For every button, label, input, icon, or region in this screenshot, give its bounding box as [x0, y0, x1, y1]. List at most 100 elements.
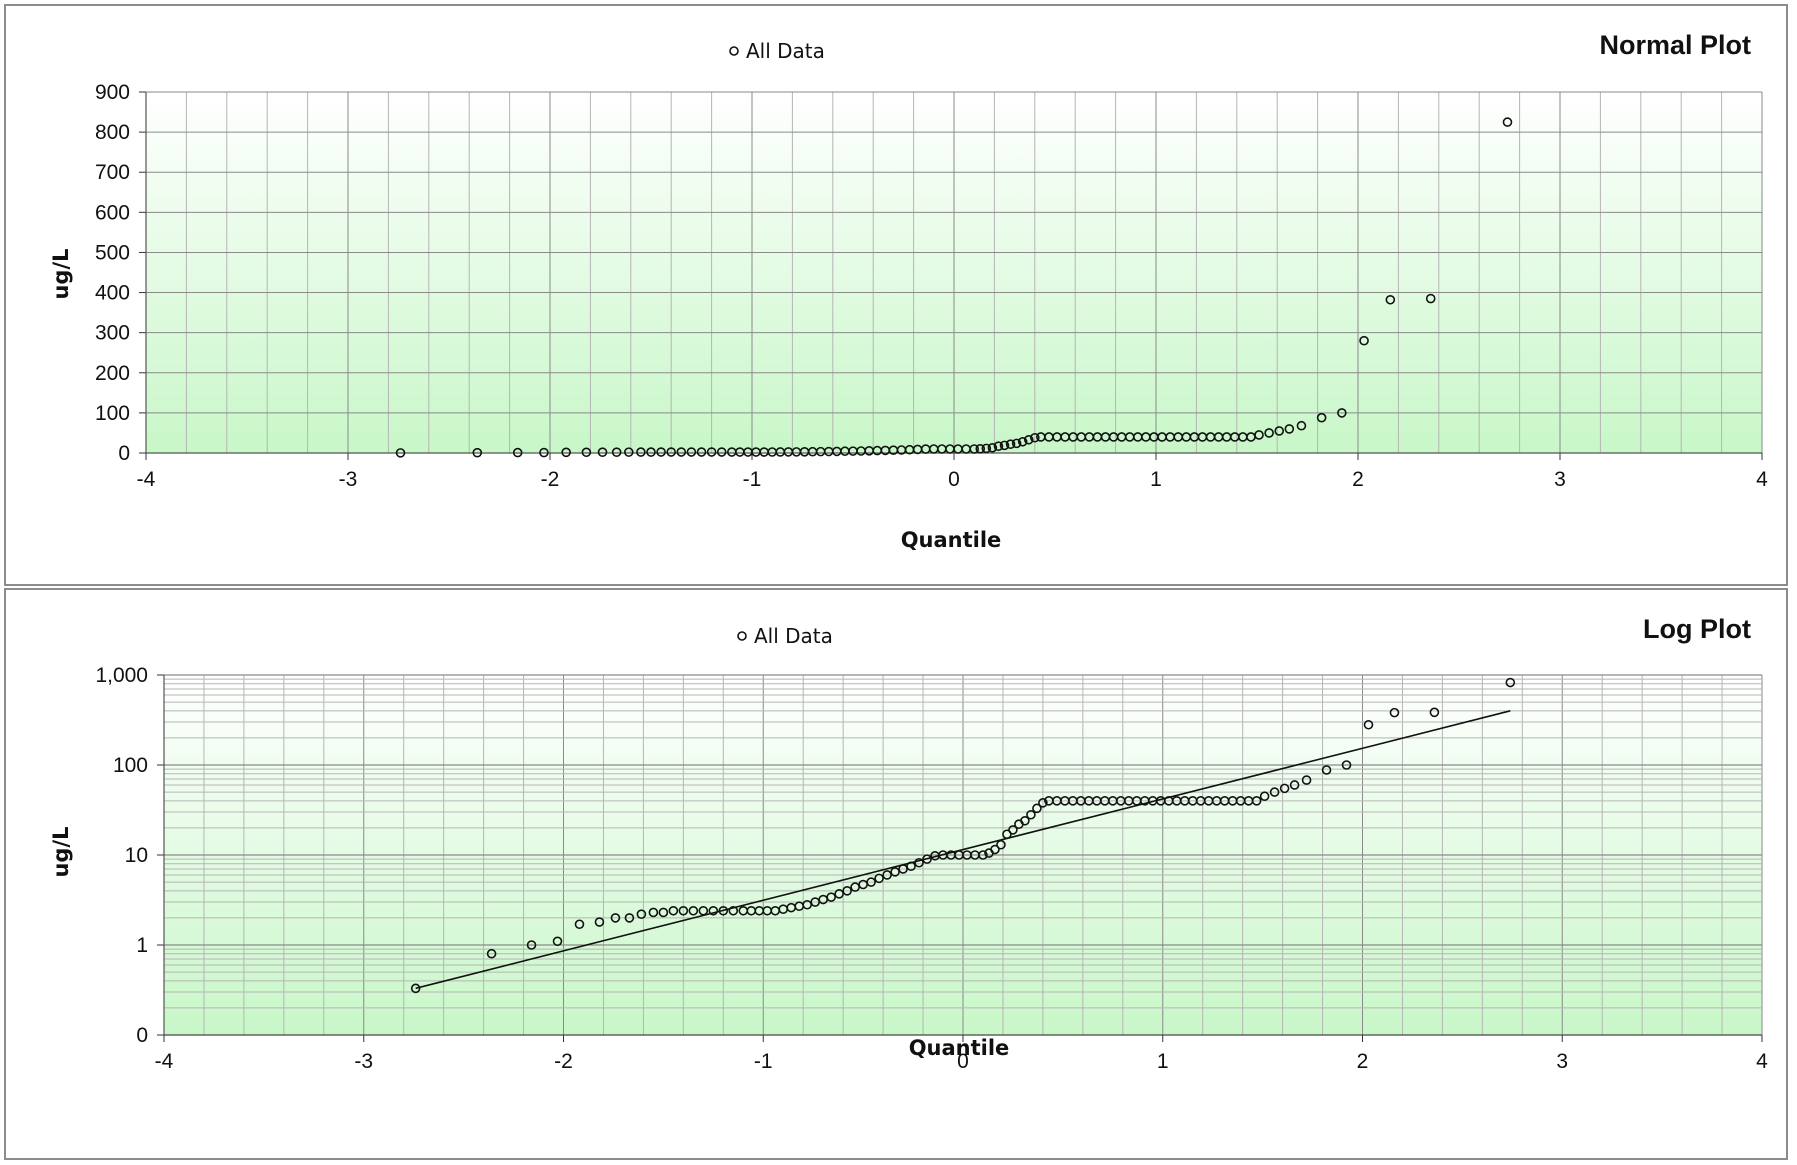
y-tick-label: 400 [95, 282, 130, 305]
data-point [410, 983, 421, 994]
log-plot-chart: 0 1 10 100 1,000 -4 -3 -2 -1 0 1 2 3 4 Log Plot All D… [49, 614, 1768, 1073]
data-point [1279, 783, 1290, 794]
data-point [993, 441, 1004, 451]
data-point [1023, 434, 1034, 445]
data-point [890, 867, 900, 877]
data-point [611, 447, 622, 457]
data-point [594, 917, 605, 927]
y-axis-title: ug/L [49, 248, 73, 299]
y-tick-label: 100 [113, 754, 148, 777]
data-point [1030, 432, 1040, 443]
data-point [1321, 765, 1332, 775]
data-point [1337, 408, 1347, 418]
chart-title: Normal Plot [1599, 30, 1751, 60]
data-point [395, 448, 406, 458]
y-tick-label: 1 [136, 934, 148, 957]
data-point [1254, 430, 1264, 440]
data-point [1385, 294, 1396, 305]
data-point [1289, 780, 1300, 790]
data-point [1251, 796, 1262, 806]
y-tick-label: 10 [125, 844, 148, 867]
x-tick-label: 3 [1556, 1050, 1568, 1073]
y-tick-label: 700 [95, 161, 130, 184]
x-tick-label: -4 [137, 468, 156, 491]
data-point [1038, 798, 1048, 808]
x-tick-label: -1 [743, 468, 762, 491]
data-point [708, 905, 719, 916]
data-point [552, 936, 563, 947]
data-point [1026, 809, 1036, 820]
data-point [898, 864, 908, 874]
data-point [1284, 424, 1295, 434]
data-point [1425, 293, 1436, 304]
data-point [526, 940, 537, 950]
data-point [688, 905, 699, 916]
data-point [1259, 791, 1270, 802]
y-tick-label: 800 [95, 121, 130, 144]
data-point [472, 447, 483, 458]
normal-plot-panel: 0 100 200 300 400 500 600 700 800 900 -4 -3 -2 -1 0 1 2 3… [4, 4, 1788, 586]
data-point [1011, 438, 1022, 449]
data-point [978, 850, 988, 860]
data-point [636, 909, 647, 919]
data-point [1005, 439, 1016, 449]
legend-label: All Data [754, 624, 833, 648]
data-point [1017, 436, 1028, 447]
data-point [696, 447, 707, 457]
data-point [1363, 719, 1374, 730]
x-tick-label: 2 [1357, 1050, 1369, 1073]
data-point [561, 447, 571, 458]
data-point [610, 913, 621, 923]
x-tick-label: -1 [754, 1050, 773, 1073]
data-point [996, 839, 1006, 850]
data-point [698, 905, 709, 916]
x-tick-label: -2 [554, 1050, 573, 1073]
data-point [866, 877, 876, 887]
x-tick-label: -3 [354, 1050, 373, 1073]
data-point [1264, 428, 1274, 438]
data-point [1274, 426, 1285, 436]
data-point [922, 854, 932, 864]
normal-plot-chart: 0 100 200 300 400 500 600 700 800 900 -4 -3 -2 -1 0 1 2 3… [49, 30, 1768, 552]
y-axis-title: ug/L [49, 826, 73, 877]
y-tick-label: 300 [95, 322, 130, 345]
data-point [1429, 707, 1440, 718]
data-point [1341, 760, 1352, 770]
log-plot-panel: 0 1 10 100 1,000 -4 -3 -2 -1 0 1 2 3 4 Log Plot All D… [4, 588, 1788, 1160]
y-tick-label: 100 [95, 402, 130, 425]
legend: All Data [737, 624, 833, 648]
x-tick-label: 1 [1157, 1050, 1169, 1073]
data-point [1296, 420, 1307, 431]
y-tick-label: 1,000 [95, 664, 148, 687]
data-point [658, 907, 669, 918]
data-point [668, 905, 679, 916]
x-tick-label: 4 [1756, 1050, 1768, 1073]
y-tick-label: 0 [118, 442, 130, 465]
data-point [539, 447, 549, 458]
data-point [874, 873, 884, 884]
x-tick-label: -2 [541, 468, 560, 491]
y-tick-label: 200 [95, 362, 130, 385]
data-point [802, 899, 812, 910]
data-point [574, 919, 585, 930]
data-point [1502, 117, 1513, 127]
data-point [1008, 825, 1018, 835]
data-point [975, 443, 986, 454]
y-tick-label: 0 [136, 1024, 148, 1047]
x-tick-label: -4 [155, 1050, 174, 1073]
data-point [969, 444, 980, 454]
x-tick-label: 0 [948, 468, 960, 491]
x-tick-label: 4 [1756, 468, 1768, 491]
y-tick-label: 900 [95, 81, 130, 104]
x-tick-label: 1 [1150, 468, 1162, 491]
x-tick-label: 3 [1554, 468, 1566, 491]
x-axis-title: Quantile [901, 528, 1002, 552]
fit-line [415, 710, 1511, 990]
data-point [728, 905, 739, 916]
legend-marker-icon [729, 46, 739, 56]
data-point [656, 447, 666, 457]
data-point [981, 443, 992, 454]
data-point [718, 905, 729, 916]
data-point [648, 907, 659, 918]
data-point [826, 892, 836, 902]
